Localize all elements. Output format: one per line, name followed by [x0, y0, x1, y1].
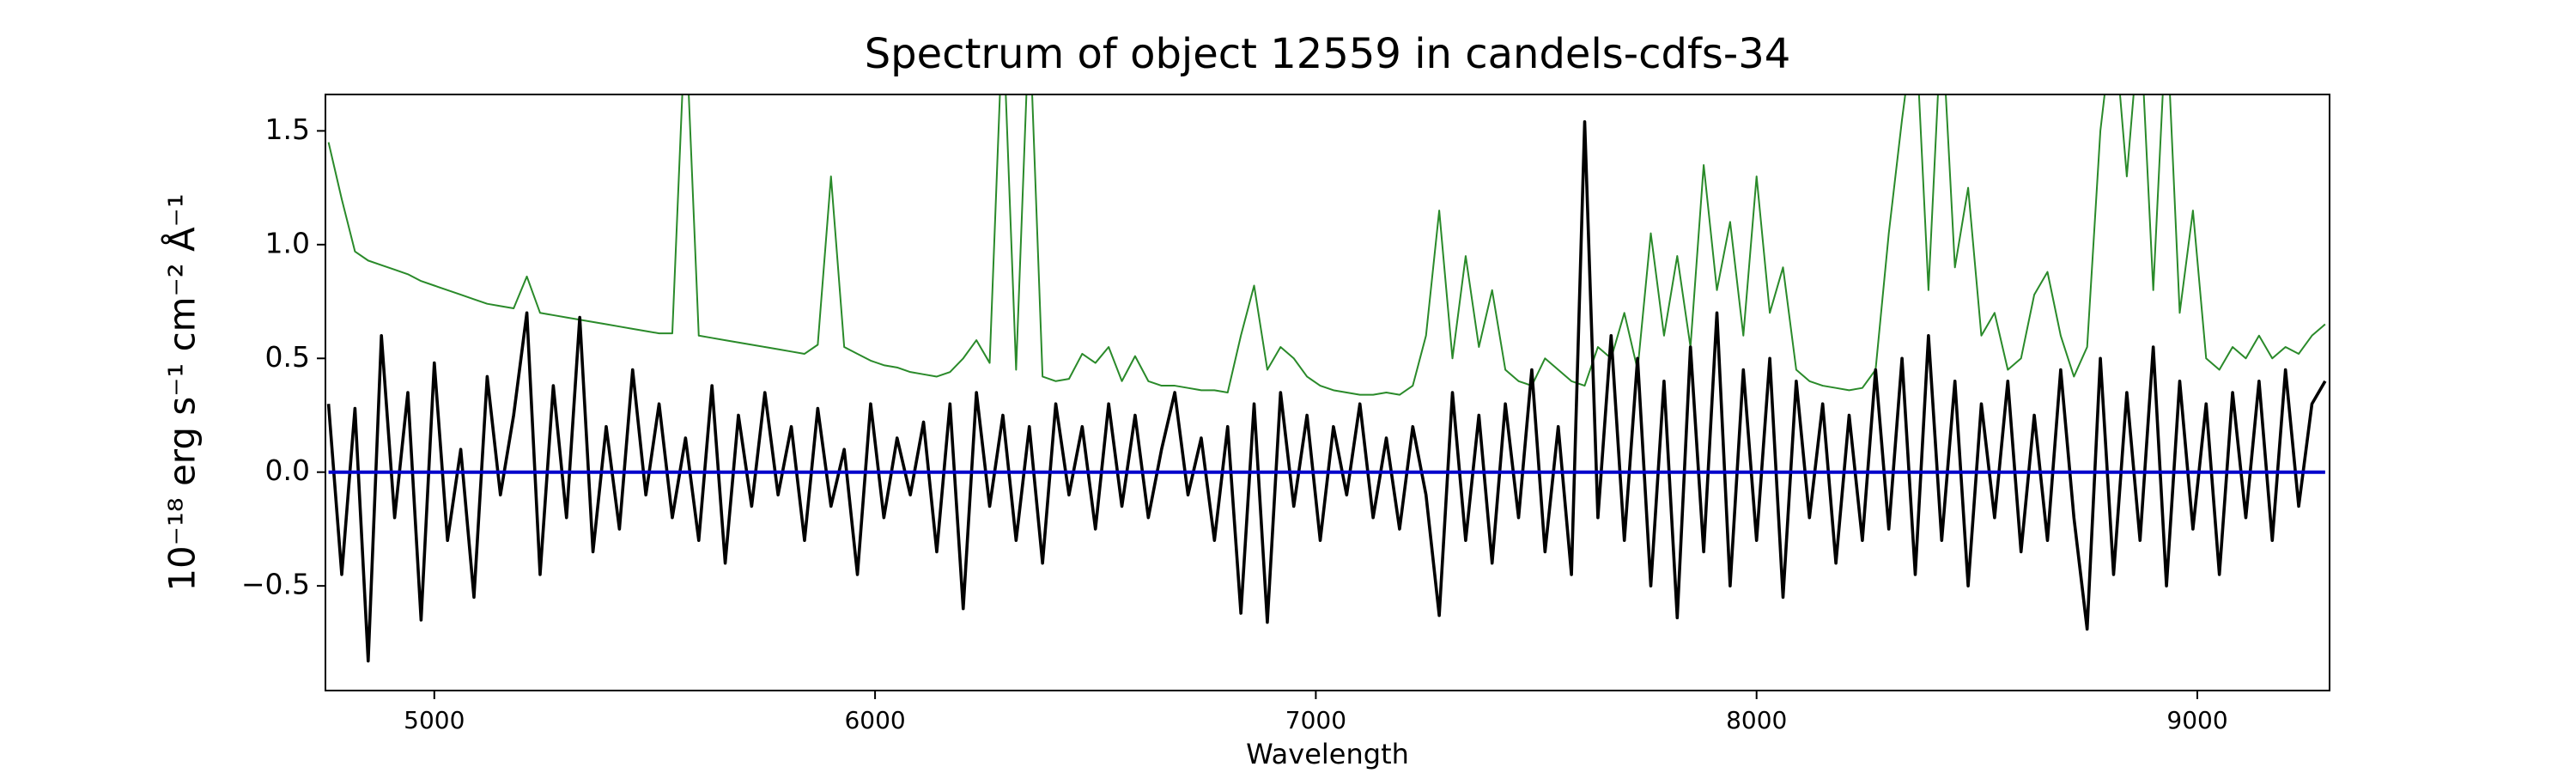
spectrum-line	[327, 94, 2326, 396]
x-axis-label: Wavelength	[1246, 738, 1409, 770]
y-axis-label: 10⁻¹⁸ erg s⁻¹ cm⁻² Å⁻¹	[161, 193, 204, 591]
x-tick-label: 9000	[2166, 706, 2227, 734]
chart-title: Spectrum of object 12559 in candels-cdfs…	[865, 30, 1791, 78]
y-tick-label: −0.5	[241, 568, 310, 601]
x-tick-label: 7000	[1285, 706, 1346, 734]
x-tick-label: 8000	[1726, 706, 1787, 734]
y-tick-label: 1.0	[265, 226, 310, 259]
plot-frame	[325, 94, 2330, 691]
plot-lines	[326, 94, 2327, 663]
y-tick-label: 0.5	[265, 340, 310, 374]
y-tick-label: 1.5	[265, 113, 310, 146]
y-tick-label: 0.0	[265, 453, 310, 487]
x-tick-label: 6000	[844, 706, 905, 734]
spectrum-line	[326, 119, 2327, 663]
x-tick-label: 5000	[404, 706, 465, 734]
